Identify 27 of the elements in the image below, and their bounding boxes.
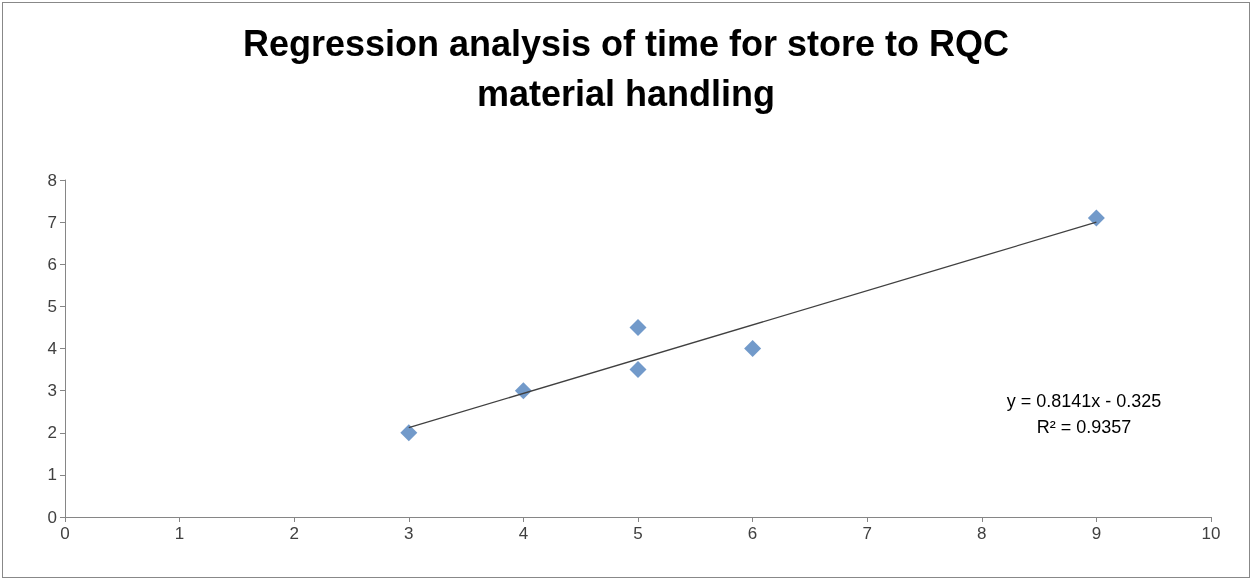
x-tick-label: 10 <box>1201 524 1221 543</box>
x-tick-label: 8 <box>977 524 987 543</box>
point <box>629 318 647 336</box>
y-tick-label: 4 <box>47 339 57 358</box>
annotation: y = 0.8141x - 0.325 R² = 0.9357 <box>1006 391 1162 437</box>
chart-title: Regression analysis of time for store to RQC material handling <box>242 22 1010 114</box>
x-tick-label: 9 <box>1091 524 1102 543</box>
x-tick-label: 3 <box>404 524 414 543</box>
x-tick-label: 5 <box>633 524 643 543</box>
point <box>400 424 418 442</box>
y-tick-label: 2 <box>47 423 57 443</box>
y-tick-label: 3 <box>47 381 57 401</box>
x-tick-label: 7 <box>862 524 872 543</box>
y-tick-label: 6 <box>47 254 57 274</box>
point <box>629 361 647 379</box>
y-tick-label: 7 <box>47 212 57 232</box>
x-tick-label: 2 <box>289 524 299 543</box>
point <box>1087 209 1105 227</box>
y-tick-label: 5 <box>47 296 57 316</box>
x-tick-label: 6 <box>747 524 758 543</box>
point <box>744 340 762 357</box>
y-tick-label: 1 <box>47 465 57 485</box>
x-tick-label: 1 <box>174 524 185 543</box>
x-tick-label: 4 <box>518 524 529 543</box>
x-tick-label: 0 <box>60 524 70 543</box>
y-tick-label: 8 <box>47 170 57 190</box>
y-tick-label: 0 <box>47 507 57 527</box>
